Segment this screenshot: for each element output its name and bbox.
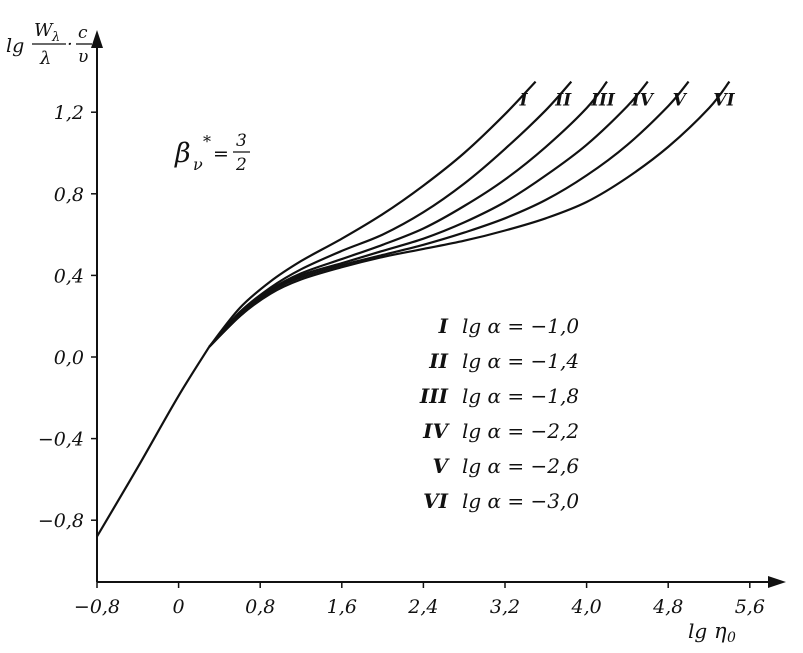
y-label-prefix: lg [6, 35, 24, 57]
y-tick-label: 1,2 [54, 102, 84, 124]
legend-numeral-I: I [438, 314, 449, 338]
legend-text-VI: lg α = −3,0 [462, 489, 579, 513]
legend-text-IV: lg α = −2,2 [462, 419, 579, 443]
x-axis-label: lg η 0 [688, 619, 736, 646]
x-tick-label: 5,6 [735, 596, 765, 618]
curve-V [208, 80, 690, 348]
curve-II [208, 80, 573, 348]
y-label-num1: W [34, 20, 54, 41]
legend-text-V: lg α = −2,6 [462, 454, 579, 478]
series-label-IV: IV [631, 91, 655, 111]
series-label-III: III [590, 91, 616, 111]
x-label-prefix: lg [688, 619, 707, 643]
y-tick-label: 0,4 [54, 265, 84, 287]
x-tick-label: 4,8 [652, 596, 683, 618]
y-label-den2: υ [78, 47, 88, 67]
beta-symbol: β [174, 138, 191, 169]
series-end-labels: I II III IV V VI [519, 91, 736, 111]
curve-III [208, 80, 608, 348]
curve-IV [208, 80, 649, 348]
legend-numeral-II: II [428, 349, 448, 373]
x-tick-label: 4,0 [570, 596, 601, 618]
beta-num: 3 [236, 131, 247, 151]
x-ticks: −0,8 0 0,8 1,6 2,4 3,2 4,0 4,8 5,6 [74, 582, 765, 618]
series-label-II: II [554, 91, 572, 111]
legend-numeral-V: V [432, 454, 450, 478]
y-label-den1: λ [39, 48, 51, 69]
x-tick-label: −0,8 [74, 596, 120, 618]
series-label-V: V [673, 91, 688, 111]
beta-sup: * [203, 132, 211, 151]
axes [91, 30, 786, 588]
legend-numeral-III: III [419, 384, 449, 408]
x-tick-label: 1,6 [327, 596, 357, 618]
legend-text-I: lg α = −1,0 [462, 314, 579, 338]
x-tick-label: 0,8 [245, 596, 275, 618]
y-label-num2: c [78, 23, 88, 43]
x-tick-label: 0 [173, 596, 185, 618]
y-axis-arrow [91, 30, 103, 48]
beta-sub: ν [193, 155, 203, 174]
series-label-I: I [519, 91, 529, 111]
curve-I [208, 80, 537, 348]
curve-VI [208, 80, 731, 348]
y-label-dot: · [67, 34, 73, 55]
series-label-VI: VI [713, 91, 735, 111]
legend-text-III: lg α = −1,8 [462, 384, 579, 408]
x-axis-arrow [768, 576, 786, 588]
series-curves [96, 80, 731, 538]
x-label-main: η [714, 619, 727, 643]
y-tick-label: −0,8 [38, 510, 84, 532]
beta-eq: = [213, 143, 229, 165]
x-tick-label: 2,4 [407, 596, 438, 618]
legend-numeral-IV: IV [422, 419, 450, 443]
legend-text-II: lg α = −1,4 [462, 349, 579, 373]
beta-den: 2 [235, 155, 247, 175]
y-ticks: −0,8 −0,4 0,0 0,4 0,8 1,2 [38, 102, 97, 532]
y-label-num1-sub: λ [51, 30, 60, 45]
curve-common-branch [96, 346, 211, 538]
y-tick-label: 0,0 [54, 347, 84, 369]
legend-numeral-VI: VI [423, 489, 449, 513]
y-axis-label: lg W λ λ · c υ [6, 20, 92, 69]
y-tick-label: −0,4 [38, 429, 84, 451]
y-tick-label: 0,8 [54, 184, 84, 206]
x-tick-label: 3,2 [490, 596, 520, 618]
x-label-sub: 0 [727, 630, 736, 646]
beta-annotation: β ν * = 3 2 [174, 131, 250, 175]
